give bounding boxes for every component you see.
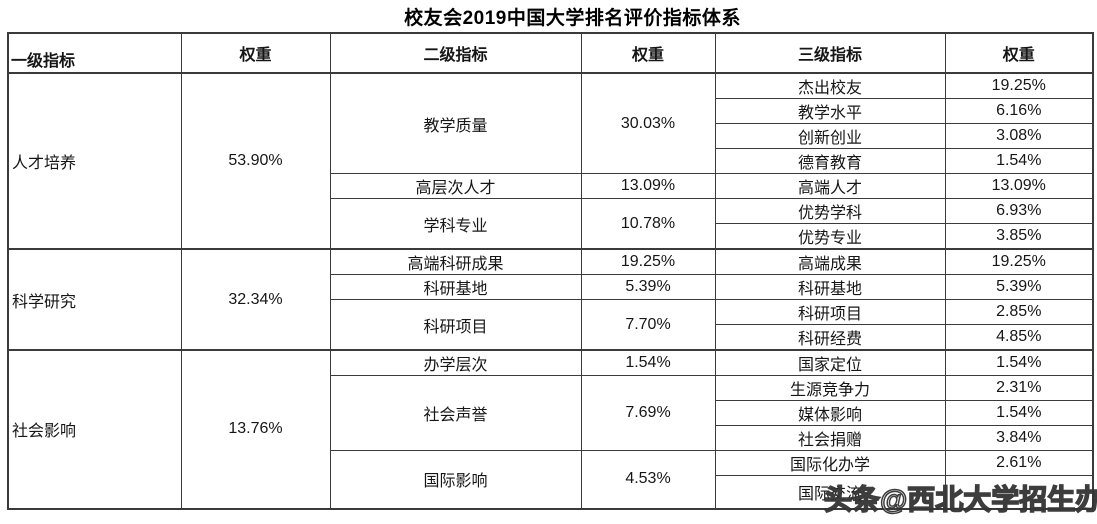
header-row: 一级指标 权重 二级指标 权重 三级指标 权重 [7, 32, 1094, 74]
level3-weight-cell: 6.93% [944, 198, 1094, 224]
level3-cell: 创新创业 [714, 123, 946, 149]
level1-weight-cell: 53.90% [180, 72, 331, 250]
table-row: 优势专业 3.85% [8, 223, 1094, 250]
level3-weight-cell: 13.09% [944, 173, 1094, 199]
level3-cell: 社会捐赠 [714, 425, 946, 451]
level3-weight-cell: 3.84% [944, 425, 1094, 451]
level2-weight-cell: 4.53% [580, 450, 716, 509]
level3-cell: 科研基地 [714, 274, 946, 300]
level3-cell: 德育教育 [714, 148, 946, 174]
table-row: 国际影响 4.53% 国际化办学 2.61% [8, 450, 1094, 509]
level2-weight-cell: 30.03% [580, 72, 716, 174]
level3-weight-cell: 4.85% [944, 324, 1094, 351]
level3-cell: 科研项目 [714, 299, 946, 325]
col-header-level3: 三级指标 [714, 32, 946, 74]
level2-cell: 教学质量 [329, 72, 582, 174]
level2-cell: 高端科研成果 [329, 248, 582, 275]
table-row: 教学水平 6.16% [8, 98, 1094, 124]
level2-weight-cell: 13.09% [580, 173, 716, 199]
table-row: 社会捐赠 3.84% [8, 425, 1094, 451]
level1-cell: 科学研究 [7, 248, 182, 351]
table-row: 媒体影响 1.54% [8, 400, 1094, 426]
table-row: 德育教育 1.54% [8, 148, 1094, 174]
col-header-weight3: 权重 [944, 32, 1094, 74]
level2-cell: 社会声誉 [329, 375, 582, 451]
level3-cell: 媒体影响 [714, 400, 946, 426]
col-header-level1: 一级指标 [7, 32, 182, 74]
level3-cell: 优势专业 [714, 223, 946, 250]
level2-weight-cell: 10.78% [580, 198, 716, 250]
level3-cell: 国际交流 [714, 475, 946, 509]
level3-cell: 高端人才 [714, 173, 946, 199]
table-row: 科研经费 4.85% [8, 324, 1094, 351]
col-header-level2: 二级指标 [329, 32, 582, 74]
level2-weight-cell: 5.39% [580, 274, 716, 300]
level2-cell: 高层次人才 [329, 173, 582, 199]
level2-cell: 科研基地 [329, 274, 582, 300]
level3-weight-cell: 2.61% [944, 450, 1094, 476]
watermark: 头条@西北大学招生办 [823, 483, 1097, 516]
level2-cell: 学科专业 [329, 198, 582, 250]
level3-cell: 高端成果 [714, 248, 946, 275]
level3-weight-cell: 2.31% [944, 375, 1094, 401]
table-row: 社会影响 13.76% 办学层次 1.54% 国家定位 1.54% [7, 349, 1094, 509]
level3-cell: 教学水平 [714, 98, 946, 124]
level1-weight-cell: 13.76% [180, 349, 331, 509]
level3-cell: 国际化办学 [714, 450, 946, 476]
level2-weight-cell: 19.25% [580, 248, 716, 275]
level3-cell: 杰出校友 [714, 72, 946, 99]
level3-weight-cell: 2.85% [944, 299, 1094, 325]
col-header-weight1: 权重 [180, 32, 331, 74]
page-title: 校友会2019中国大学排名评价指标体系 [404, 8, 741, 29]
level1-weight-cell: 32.34% [180, 248, 331, 351]
level3-weight-cell: 3.85% [944, 223, 1094, 250]
table-row: 国际交流 [8, 475, 1094, 509]
level3-weight-cell: 6.16% [944, 98, 1094, 124]
level3-cell: 国家定位 [714, 349, 946, 376]
level2-cell: 国际影响 [329, 450, 582, 509]
level2-cell: 办学层次 [329, 349, 582, 376]
table-row: 科研基地 5.39% 科研基地 5.39% [8, 274, 1094, 300]
level3-cell: 科研经费 [714, 324, 946, 351]
table-row: 高层次人才 13.09% 高端人才 13.09% [8, 173, 1094, 199]
level3-weight-cell: 19.25% [944, 248, 1094, 275]
level3-weight-cell: 19.25% [944, 72, 1094, 99]
table-row: 学科专业 10.78% 优势学科 6.93% [8, 198, 1094, 250]
level2-weight-cell: 1.54% [580, 349, 716, 376]
level3-cell: 优势学科 [714, 198, 946, 224]
level3-weight-cell: 1.54% [944, 148, 1094, 174]
level3-cell: 生源竞争力 [714, 375, 946, 401]
level2-weight-cell: 7.70% [580, 299, 716, 351]
level3-weight-cell [944, 475, 1094, 509]
col-header-weight2: 权重 [580, 32, 716, 74]
level3-weight-cell: 1.54% [944, 349, 1094, 376]
level3-weight-cell: 1.54% [944, 400, 1094, 426]
table-row: 社会声誉 7.69% 生源竞争力 2.31% [8, 375, 1094, 451]
level3-weight-cell: 5.39% [944, 274, 1094, 300]
table-row: 科研项目 7.70% 科研项目 2.85% [8, 299, 1094, 351]
level1-cell: 社会影响 [7, 349, 182, 509]
ranking-indicator-table: 一级指标 权重 二级指标 权重 三级指标 权重 人才培养 53.90% 教学质量… [7, 32, 1094, 510]
table-row: 人才培养 53.90% 教学质量 30.03% 杰出校友 19.25% [7, 72, 1094, 250]
level2-cell: 科研项目 [329, 299, 582, 351]
level3-weight-cell: 3.08% [944, 123, 1094, 149]
table-row: 科学研究 32.34% 高端科研成果 19.25% 高端成果 19.25% [7, 248, 1094, 351]
level1-cell: 人才培养 [7, 72, 182, 250]
level2-weight-cell: 7.69% [580, 375, 716, 451]
table-row: 创新创业 3.08% [8, 123, 1094, 149]
